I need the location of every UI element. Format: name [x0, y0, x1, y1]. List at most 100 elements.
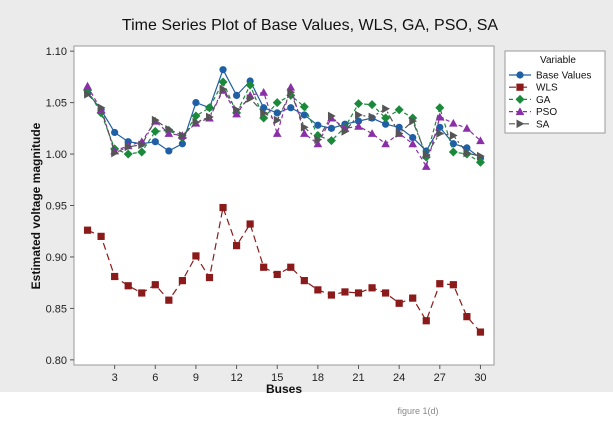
- data-point-wls: [273, 270, 281, 279]
- data-point-wls: [314, 286, 322, 294]
- data-point-base-values: [111, 128, 119, 137]
- data-point-ga: [191, 111, 201, 121]
- data-point-base-values: [382, 120, 390, 128]
- data-point-sa: [355, 110, 363, 120]
- data-point-wls: [219, 203, 227, 212]
- data-point-pso: [164, 129, 174, 137]
- data-point-base-values: [178, 140, 186, 148]
- data-point-wls: [287, 263, 295, 271]
- data-point-wls: [300, 277, 308, 285]
- legend-item-wls: WLS: [509, 83, 558, 94]
- data-point-pso: [300, 129, 309, 137]
- data-point-sa: [463, 148, 472, 158]
- data-point-pso: [313, 139, 323, 148]
- data-point-pso: [286, 82, 296, 91]
- plot-area: [73, 45, 495, 366]
- data-point-sa: [327, 111, 336, 121]
- y-axis-label: Estimated voltage magnitude: [29, 122, 43, 289]
- data-point-base-values: [409, 133, 417, 142]
- y-tick-label: 0.80: [46, 355, 67, 367]
- legend-marker-ga: [515, 94, 525, 104]
- data-point-pso: [476, 136, 485, 145]
- outer-margin: [0, 392, 613, 420]
- legend-item-sa: SA: [509, 119, 550, 130]
- data-point-ga: [245, 80, 255, 90]
- data-point-wls: [436, 280, 444, 288]
- data-point-ga: [150, 126, 160, 136]
- data-point-wls: [260, 263, 268, 271]
- legend-label-ga: GA: [536, 95, 551, 106]
- data-point-ga: [354, 99, 364, 109]
- data-point-wls: [341, 288, 349, 296]
- data-point-sa: [422, 150, 431, 160]
- x-tick-label: 12: [230, 372, 242, 384]
- data-point-sa: [97, 103, 106, 113]
- data-point-wls: [165, 296, 173, 304]
- data-point-wls: [368, 284, 376, 292]
- data-point-sa: [300, 122, 309, 132]
- axes-layer: 0.80 0.85 0.90 0.95 1.00 1.05 1.10 3 6 9 12 15 18 21 2…: [46, 46, 487, 384]
- data-point-wls: [449, 281, 457, 289]
- legend-item-base-values: Base Values: [509, 71, 591, 82]
- legend-label-base-values: Base Values: [536, 71, 591, 82]
- y-tick-label: 1.05: [46, 98, 67, 110]
- data-point-pso: [259, 87, 268, 96]
- data-point-base-values: [354, 117, 363, 125]
- data-point-sa: [84, 90, 92, 99]
- data-point-pso: [367, 129, 377, 137]
- data-point-wls: [395, 299, 403, 307]
- data-point-wls: [354, 289, 363, 297]
- data-point-pso: [408, 139, 418, 148]
- data-point-wls: [246, 220, 254, 228]
- y-tick-label: 0.95: [46, 201, 67, 213]
- x-tick-label: 27: [434, 372, 446, 384]
- data-point-sa: [409, 116, 418, 126]
- data-point-wls: [409, 294, 417, 302]
- data-point-sa: [124, 142, 133, 152]
- data-point-sa: [436, 129, 445, 138]
- data-point-wls: [327, 291, 336, 299]
- data-point-pso: [272, 129, 282, 137]
- x-tick-label: 6: [152, 372, 158, 384]
- series-line-sa: [87, 88, 481, 157]
- data-point-sa: [192, 117, 201, 127]
- data-point-pso: [83, 81, 92, 90]
- legend-marker-pso: [515, 107, 525, 116]
- data-point-ga: [272, 98, 282, 108]
- data-point-sa: [165, 125, 174, 134]
- data-point-wls: [232, 242, 241, 250]
- legend-title: Variable: [540, 55, 576, 66]
- data-point-wls: [111, 272, 119, 281]
- legend-item-ga: GA: [509, 94, 551, 106]
- data-point-wls: [422, 317, 430, 325]
- data-point-sa: [287, 87, 296, 97]
- data-point-ga: [448, 147, 458, 157]
- x-tick-label: 9: [193, 372, 199, 384]
- data-point-base-values: [219, 66, 227, 74]
- data-point-wls: [151, 281, 159, 289]
- x-tick-label: 18: [312, 372, 324, 384]
- data-point-sa: [368, 112, 377, 122]
- data-point-ga: [326, 136, 336, 146]
- x-axis-label: Buses: [266, 382, 302, 396]
- data-point-sa: [178, 131, 187, 140]
- data-point-ga: [137, 147, 147, 157]
- series-sa: [84, 84, 485, 161]
- data-point-base-values: [287, 104, 295, 112]
- x-tick-label: 15: [271, 372, 283, 384]
- data-point-base-values: [436, 123, 444, 131]
- data-point-sa: [273, 115, 282, 125]
- legend-marker-base-values: [516, 71, 524, 79]
- data-point-wls: [178, 277, 186, 285]
- data-point-sa: [260, 108, 268, 118]
- data-point-base-values: [232, 91, 241, 99]
- data-point-ga: [123, 149, 133, 159]
- data-point-ga: [218, 77, 228, 87]
- data-point-pso: [435, 112, 445, 121]
- data-point-sa: [233, 105, 241, 115]
- data-point-wls: [476, 328, 485, 336]
- data-point-wls: [83, 226, 92, 234]
